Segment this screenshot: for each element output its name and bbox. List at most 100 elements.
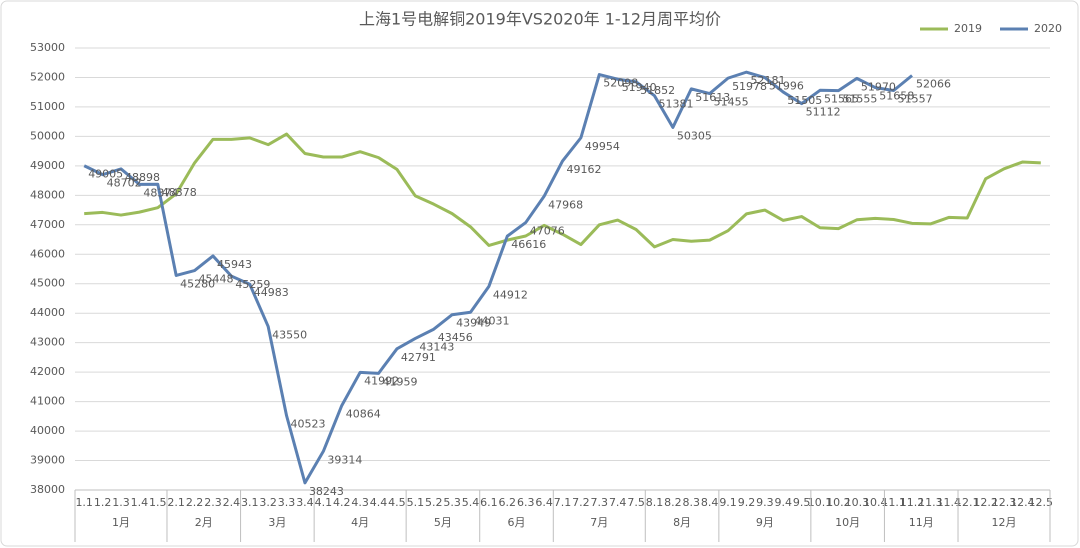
data-label: 49954 <box>585 140 620 153</box>
group-label: 8月 <box>673 516 691 529</box>
data-label: 45259 <box>235 278 270 291</box>
data-label: 43143 <box>419 340 454 353</box>
x-tick-label: 5.2 <box>425 496 443 509</box>
series-line <box>83 70 913 485</box>
data-label: 51996 <box>769 80 804 93</box>
x-tick-label: 2.3 <box>204 496 222 509</box>
x-tick-label: 11.3 <box>918 496 943 509</box>
x-tick-label: 1.5 <box>149 496 167 509</box>
data-label: 51978 <box>732 80 767 93</box>
y-tick-label: 44000 <box>30 306 65 319</box>
x-tick-label: 2.1 <box>167 496 185 509</box>
data-label: 43550 <box>272 328 307 341</box>
x-tick-label: 8.2 <box>664 496 682 509</box>
data-label: 45448 <box>199 273 234 286</box>
x-tick-label: 9.1 <box>719 496 737 509</box>
data-label: 51613 <box>695 91 730 104</box>
y-tick-label: 53000 <box>30 41 65 54</box>
group-label: 10月 <box>835 516 860 529</box>
series-line <box>84 132 1041 249</box>
y-tick-label: 42000 <box>30 365 65 378</box>
x-tick-label: 12.4 <box>1010 496 1035 509</box>
data-label: 38243 <box>309 485 344 498</box>
y-tick-label: 38000 <box>30 483 65 496</box>
data-label: 42791 <box>401 351 436 364</box>
group-label: 6月 <box>508 516 526 529</box>
group-label: 4月 <box>351 516 369 529</box>
x-tick-label: 1.2 <box>94 496 112 509</box>
y-tick-label: 41000 <box>30 395 65 408</box>
data-label: 47076 <box>530 225 565 238</box>
x-tick-label: 1.4 <box>131 496 149 509</box>
data-label: 51112 <box>806 106 841 119</box>
x-tick-label: 12.3 <box>992 496 1017 509</box>
x-tick-label: 3.4 <box>296 496 314 509</box>
y-tick-label: 50000 <box>30 129 65 142</box>
y-tick-label: 43000 <box>30 336 65 349</box>
y-tick-label: 49000 <box>30 159 65 172</box>
data-label: 51970 <box>861 80 896 93</box>
x-tick-label: 2.2 <box>186 496 204 509</box>
x-tick-label: 3.3 <box>278 496 296 509</box>
x-tick-label: 8.3 <box>683 496 701 509</box>
x-tick-label: 5.1 <box>407 496 425 509</box>
x-tick-label: 4.1 <box>315 496 333 509</box>
y-tick-label: 39000 <box>30 454 65 467</box>
data-label: 45943 <box>217 258 252 271</box>
group-label: 7月 <box>590 516 608 529</box>
data-label: 49005 <box>88 168 123 181</box>
group-label: 3月 <box>268 516 286 529</box>
data-label: 39314 <box>327 453 362 466</box>
data-label: 48378 <box>162 186 197 199</box>
y-tick-label: 48000 <box>30 188 65 201</box>
legend-label: 2020 <box>1034 22 1062 35</box>
x-tick-label: 9.3 <box>756 496 774 509</box>
group-label: 12月 <box>992 516 1017 529</box>
data-label: 52181 <box>750 74 785 87</box>
x-tick-label: 3.1 <box>241 496 259 509</box>
data-label: 52066 <box>916 78 951 91</box>
x-tick-label: 1.3 <box>112 496 130 509</box>
x-tick-label: 12.1 <box>955 496 980 509</box>
y-tick-label: 46000 <box>30 247 65 260</box>
data-label: 51852 <box>640 84 675 97</box>
x-tick-label: 9.2 <box>738 496 756 509</box>
y-tick-label: 51000 <box>30 100 65 113</box>
x-tick-label: 10.4 <box>863 496 888 509</box>
x-tick-label: 9.4 <box>775 496 793 509</box>
group-label: 9月 <box>756 516 774 529</box>
x-tick-label: 5.4 <box>462 496 480 509</box>
x-tick-label: 8.4 <box>701 496 719 509</box>
data-label: 47968 <box>548 198 583 211</box>
data-label: 51555 <box>842 93 877 106</box>
chart-title: 上海1号电解铜2019年VS2020年 1-12月周平均价 <box>359 10 721 29</box>
x-tick-label: 3.2 <box>259 496 277 509</box>
x-tick-label: 10.2 <box>826 496 851 509</box>
data-label: 43456 <box>438 331 473 344</box>
x-tick-label: 6.3 <box>517 496 535 509</box>
group-label: 11月 <box>909 516 934 529</box>
x-tick-label: 7.5 <box>627 496 645 509</box>
data-label: 43949 <box>456 317 491 330</box>
data-label: 51658 <box>879 90 914 103</box>
y-tick-label: 40000 <box>30 424 65 437</box>
x-tick-label: 4.4 <box>370 496 388 509</box>
data-label: 48374 <box>143 186 178 199</box>
data-label: 50305 <box>677 129 712 142</box>
group-label: 2月 <box>195 516 213 529</box>
y-tick-label: 52000 <box>30 70 65 83</box>
x-tick-label: 7.3 <box>591 496 609 509</box>
data-label: 51455 <box>714 96 749 109</box>
data-label: 51381 <box>658 98 693 111</box>
data-label: 41959 <box>383 375 418 388</box>
data-label: 51940 <box>622 81 657 94</box>
legend-label: 2019 <box>954 22 982 35</box>
data-label: 51565 <box>824 92 859 105</box>
x-tick-label: 10.1 <box>808 496 833 509</box>
x-tick-label: 11.4 <box>937 496 962 509</box>
x-tick-label: 7.2 <box>572 496 590 509</box>
x-tick-label: 1.1 <box>75 496 93 509</box>
data-label: 48702 <box>107 177 142 190</box>
data-label: 46616 <box>511 238 546 251</box>
